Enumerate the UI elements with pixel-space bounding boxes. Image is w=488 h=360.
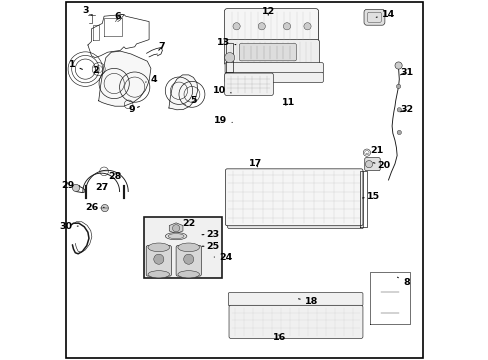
Text: 21: 21: [366, 146, 382, 155]
Circle shape: [283, 23, 290, 30]
Text: 8: 8: [397, 277, 409, 287]
FancyBboxPatch shape: [363, 9, 384, 25]
Circle shape: [72, 184, 80, 192]
Text: 10: 10: [212, 86, 231, 95]
Text: 4: 4: [145, 75, 157, 84]
Circle shape: [232, 23, 240, 30]
FancyBboxPatch shape: [176, 246, 201, 276]
FancyBboxPatch shape: [239, 44, 296, 61]
FancyBboxPatch shape: [146, 246, 171, 276]
FancyBboxPatch shape: [224, 63, 323, 73]
Text: 1: 1: [68, 60, 82, 69]
Text: 17: 17: [248, 159, 262, 168]
Text: 27: 27: [96, 184, 109, 193]
Circle shape: [101, 204, 108, 212]
FancyBboxPatch shape: [224, 73, 273, 95]
Text: 24: 24: [214, 253, 232, 262]
Circle shape: [183, 254, 193, 264]
Text: 6: 6: [114, 12, 121, 21]
Text: 11: 11: [281, 99, 294, 108]
Text: 18: 18: [298, 297, 318, 306]
FancyBboxPatch shape: [224, 9, 318, 44]
FancyBboxPatch shape: [224, 72, 323, 82]
Text: 16: 16: [272, 333, 285, 342]
Polygon shape: [99, 51, 151, 106]
Text: 32: 32: [400, 105, 413, 114]
Circle shape: [396, 130, 401, 135]
Text: 26: 26: [85, 203, 104, 212]
Text: 30: 30: [60, 222, 78, 231]
Polygon shape: [169, 223, 183, 234]
Circle shape: [303, 23, 310, 30]
Text: 5: 5: [185, 96, 196, 105]
Text: 2: 2: [92, 66, 98, 75]
Text: 7: 7: [158, 42, 164, 51]
Text: 3: 3: [82, 6, 91, 15]
FancyBboxPatch shape: [224, 40, 319, 65]
FancyBboxPatch shape: [364, 158, 380, 171]
FancyBboxPatch shape: [226, 11, 318, 46]
FancyBboxPatch shape: [227, 171, 363, 229]
Text: 22: 22: [182, 219, 195, 228]
Text: 13: 13: [217, 38, 235, 47]
Text: 20: 20: [373, 161, 390, 170]
Circle shape: [394, 62, 401, 69]
Text: 19: 19: [214, 116, 232, 125]
Circle shape: [258, 23, 265, 30]
Circle shape: [396, 84, 400, 89]
Ellipse shape: [148, 243, 169, 252]
FancyBboxPatch shape: [228, 305, 362, 338]
Circle shape: [153, 254, 163, 264]
Ellipse shape: [168, 234, 183, 239]
Text: 15: 15: [362, 192, 379, 201]
Text: 23: 23: [202, 230, 220, 239]
Ellipse shape: [178, 271, 199, 278]
Bar: [143, 217, 222, 278]
Text: 12: 12: [261, 7, 274, 16]
Text: 28: 28: [108, 172, 122, 181]
Ellipse shape: [178, 243, 199, 252]
Text: 25: 25: [202, 242, 220, 251]
Circle shape: [396, 108, 401, 112]
Ellipse shape: [148, 271, 169, 278]
Circle shape: [365, 161, 372, 168]
Polygon shape: [168, 75, 197, 110]
Circle shape: [172, 225, 179, 232]
Ellipse shape: [165, 233, 186, 240]
Text: 31: 31: [400, 68, 413, 77]
Text: 14: 14: [375, 10, 394, 19]
Text: 9: 9: [128, 105, 139, 114]
FancyBboxPatch shape: [228, 293, 362, 306]
Circle shape: [224, 53, 234, 63]
FancyBboxPatch shape: [225, 169, 362, 226]
Text: 29: 29: [61, 181, 80, 189]
